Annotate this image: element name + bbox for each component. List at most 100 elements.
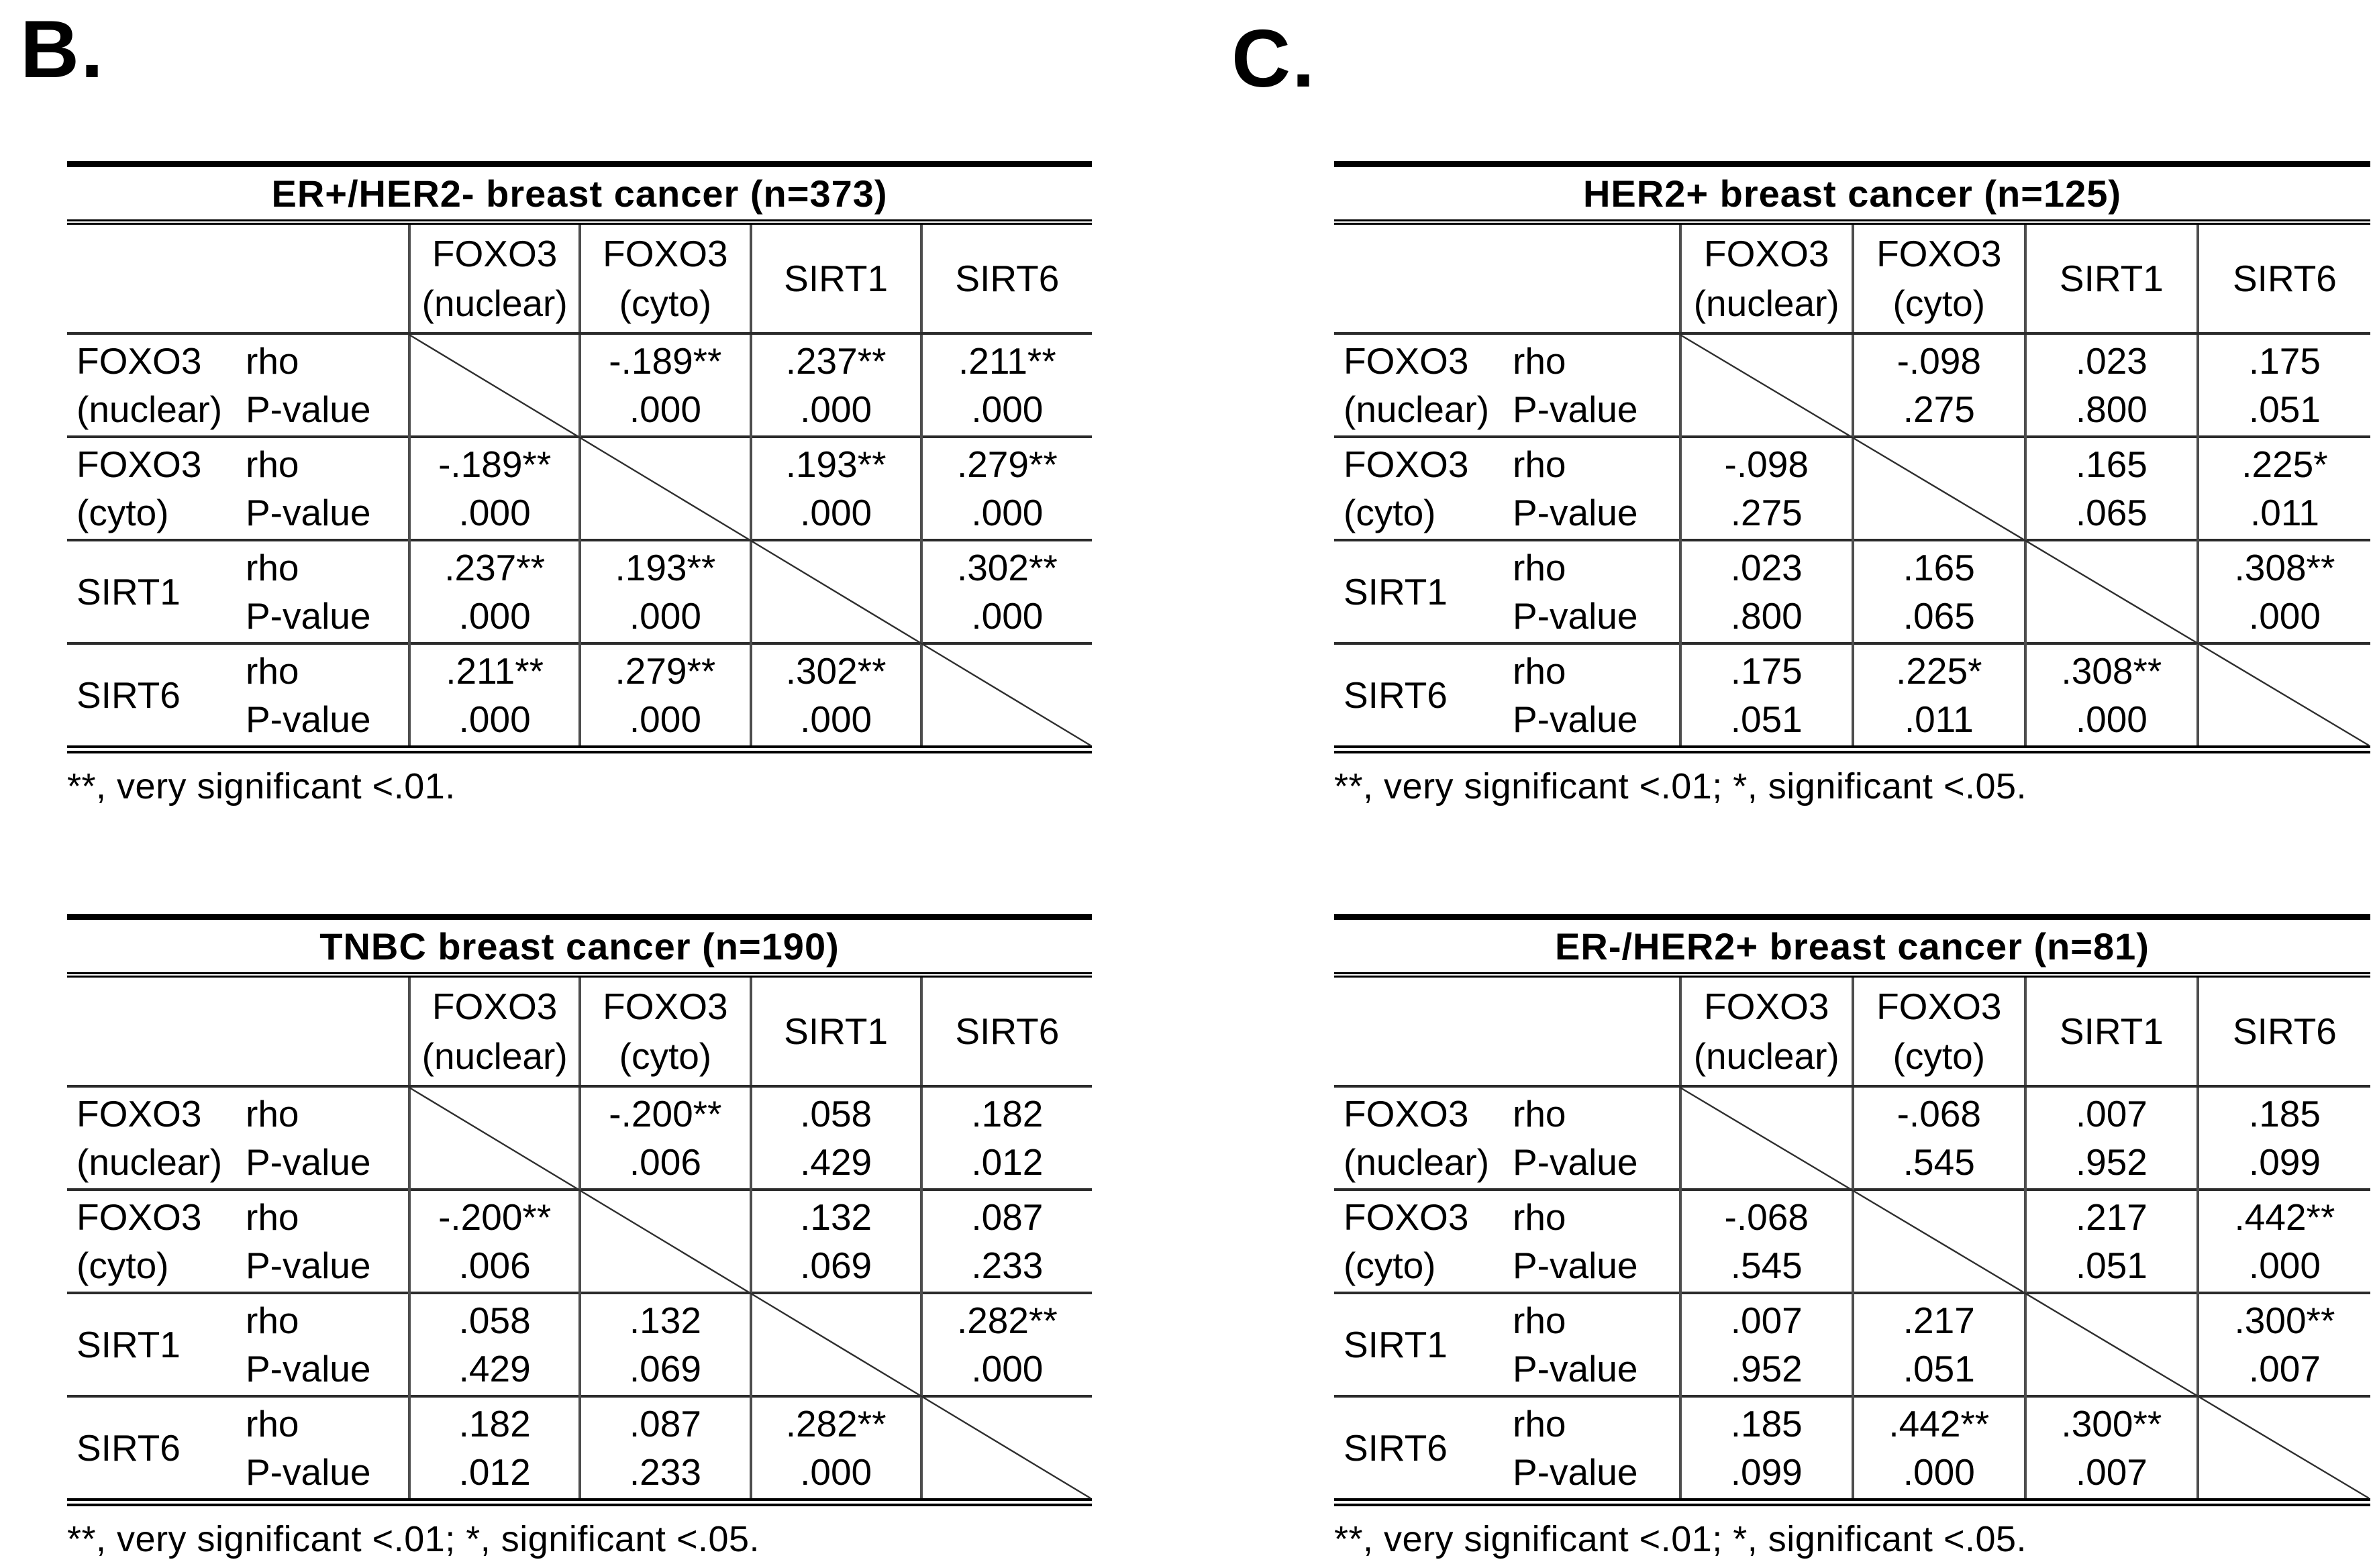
row-entity: SIRT1 bbox=[1344, 1294, 1513, 1395]
column-header-sirt1: SIRT1 bbox=[749, 222, 921, 335]
cell-values: .302** .000 bbox=[752, 645, 920, 745]
cell-values: -.200** .006 bbox=[581, 1088, 749, 1188]
correlation-cell: .132 .069 bbox=[749, 1188, 921, 1293]
column-header-foxo3-cyto: FOXO3 (cyto) bbox=[1851, 975, 2025, 1088]
table-box: TNBC breast cancer (n=190) FOXO3 (nuclea… bbox=[67, 914, 1092, 1506]
row-measures: rho P-value bbox=[1513, 541, 1637, 642]
table-footnote: **, very significant <.01; *, significan… bbox=[67, 1519, 760, 1559]
row-entity-line2: (cyto) bbox=[77, 1244, 169, 1286]
row-header-sirt6: SIRT6 rho P-value bbox=[1334, 1395, 1680, 1506]
correlation-cell: .282** .000 bbox=[919, 1292, 1092, 1396]
row-measures: rho P-value bbox=[246, 438, 370, 539]
row-header-sirt1: SIRT1 rho P-value bbox=[1334, 1292, 1680, 1396]
rho-value: .193** bbox=[615, 547, 716, 589]
cell-values: .237** .000 bbox=[411, 541, 578, 642]
diagonal-cell bbox=[919, 642, 1092, 753]
row-header-content: SIRT6 rho P-value bbox=[1334, 1398, 1679, 1498]
cell-values: .302** .000 bbox=[923, 541, 1092, 642]
p-value: .011 bbox=[2250, 491, 2319, 533]
row-measures: rho P-value bbox=[246, 1398, 370, 1498]
row-header-sirt6: SIRT6 rho P-value bbox=[67, 1395, 410, 1506]
p-value: .000 bbox=[458, 698, 531, 740]
correlation-cell: .087 .233 bbox=[919, 1188, 1092, 1293]
cell-values: .182 .012 bbox=[923, 1088, 1092, 1188]
table-slot-bottom-left: TNBC breast cancer (n=190) FOXO3 (nuclea… bbox=[67, 914, 1092, 1560]
cell-values: .087 .233 bbox=[581, 1398, 749, 1498]
rho-value: .302** bbox=[956, 547, 1058, 589]
p-value: .800 bbox=[2075, 388, 2147, 430]
row-entity-line2: (nuclear) bbox=[1344, 388, 1490, 430]
p-value-label: P-value bbox=[246, 698, 371, 740]
row-measures: rho P-value bbox=[1513, 1398, 1637, 1498]
p-value: .099 bbox=[1730, 1451, 1803, 1493]
cell-values: .132 .069 bbox=[581, 1294, 749, 1395]
p-value: .429 bbox=[458, 1347, 531, 1390]
row-entity-line1: FOXO3 bbox=[1344, 1196, 1469, 1239]
cell-values: .087 .233 bbox=[923, 1191, 1092, 1292]
rho-value: .282** bbox=[956, 1300, 1058, 1342]
rho-value: -.068 bbox=[1724, 1196, 1809, 1239]
p-value: .006 bbox=[458, 1244, 531, 1286]
correlation-cell: .175 .051 bbox=[1678, 642, 1853, 753]
column-header-text: SIRT1 bbox=[752, 978, 920, 1085]
p-value: .000 bbox=[971, 491, 1044, 533]
p-value: .000 bbox=[971, 1347, 1044, 1390]
correlation-cell: .058 .429 bbox=[749, 1086, 921, 1190]
correlation-cell: .302** .000 bbox=[919, 539, 1092, 643]
row-header-content: SIRT1 rho P-value bbox=[1334, 541, 1679, 642]
rho-value: .237** bbox=[785, 340, 887, 382]
column-header-line1: FOXO3 bbox=[1876, 985, 2002, 1027]
correlation-cell: .185 .099 bbox=[2196, 1086, 2370, 1190]
cell-values: .182 .012 bbox=[411, 1398, 578, 1498]
row-header-content: SIRT6 rho P-value bbox=[67, 1398, 408, 1498]
column-header-foxo3-nuclear: FOXO3 (nuclear) bbox=[1678, 975, 1853, 1088]
correlation-cell: .165 .065 bbox=[2023, 435, 2198, 540]
row-entity: SIRT6 bbox=[1344, 645, 1513, 745]
row-entity: FOXO3 (cyto) bbox=[1344, 438, 1513, 539]
rho-value: .279** bbox=[615, 650, 716, 692]
column-header-line2: (cyto) bbox=[1892, 1035, 1986, 1078]
diagonal-cell bbox=[749, 539, 921, 643]
rho-value: .023 bbox=[2075, 340, 2147, 382]
cell-values: .211** .000 bbox=[411, 645, 578, 745]
correlation-cell: .302** .000 bbox=[749, 642, 921, 753]
row-header-content: FOXO3 (cyto) rho P-value bbox=[67, 1191, 408, 1292]
section-label-b: B. bbox=[20, 3, 105, 95]
rho-label: rho bbox=[1513, 1093, 1566, 1135]
p-value: .275 bbox=[1730, 491, 1803, 533]
row-measures: rho P-value bbox=[1513, 1191, 1637, 1292]
p-value: .000 bbox=[800, 1451, 872, 1493]
row-entity-line1: FOXO3 bbox=[77, 1196, 202, 1239]
row-entity-line1: SIRT1 bbox=[77, 1324, 181, 1365]
correlation-grid: ER-/HER2+ breast cancer (n=81) FOXO3 (nu… bbox=[1334, 914, 2370, 1506]
corner-cell bbox=[1334, 975, 1680, 1088]
correlation-table: HER2+ breast cancer (n=125) FOXO3 (nucle… bbox=[1334, 161, 2370, 807]
rho-value: .211** bbox=[446, 650, 544, 692]
p-value: .051 bbox=[1903, 1347, 1975, 1390]
correlation-cell: .023 .800 bbox=[1678, 539, 1853, 643]
column-header-sirt6: SIRT6 bbox=[919, 975, 1092, 1088]
correlation-cell: -.200** .006 bbox=[578, 1086, 751, 1190]
p-value: .000 bbox=[800, 491, 872, 533]
row-header-foxo3-cyto: FOXO3 (cyto) rho P-value bbox=[67, 435, 410, 540]
column-header-text: SIRT1 bbox=[752, 225, 920, 332]
rho-value: .217 bbox=[2075, 1196, 2147, 1239]
cell-values: .185 .099 bbox=[1682, 1398, 1852, 1498]
row-entity-line2: (nuclear) bbox=[1344, 1141, 1490, 1183]
row-measures: rho P-value bbox=[246, 1191, 370, 1292]
row-measures: rho P-value bbox=[1513, 1088, 1637, 1188]
correlation-cell: .132 .069 bbox=[578, 1292, 751, 1396]
p-value-label: P-value bbox=[246, 1244, 371, 1286]
p-value: .800 bbox=[1730, 594, 1803, 637]
column-header-line1: FOXO3 bbox=[432, 985, 558, 1027]
cell-values: .300** .007 bbox=[2199, 1294, 2370, 1395]
rho-value: .282** bbox=[785, 1403, 887, 1445]
cell-values: .007 .952 bbox=[1682, 1294, 1852, 1395]
cell-values: -.068 .545 bbox=[1682, 1191, 1852, 1292]
row-header-content: FOXO3 (nuclear) rho P-value bbox=[67, 1088, 408, 1188]
table-title: ER-/HER2+ breast cancer (n=81) bbox=[1334, 914, 2370, 978]
correlation-cell: -.189** .000 bbox=[408, 435, 580, 540]
rho-value: .007 bbox=[1730, 1300, 1803, 1342]
row-entity-line1: SIRT6 bbox=[1344, 674, 1448, 716]
correlation-cell: .211** .000 bbox=[408, 642, 580, 753]
